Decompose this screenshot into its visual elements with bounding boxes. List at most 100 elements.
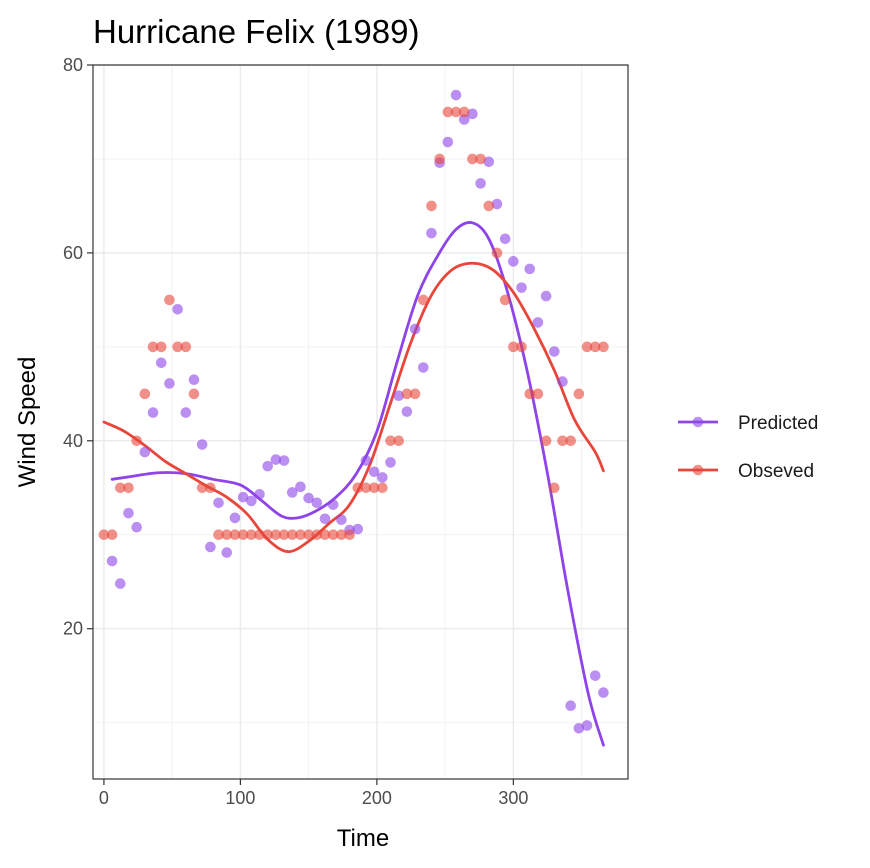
x-tick-label: 200 (362, 788, 392, 808)
point-predicted (409, 323, 421, 335)
point-predicted (221, 547, 233, 558)
legend-label-obseved: Obseved (738, 461, 814, 482)
point-obseved (352, 482, 364, 494)
point-predicted (385, 457, 396, 468)
point-predicted (254, 489, 265, 500)
point-obseved (303, 529, 314, 541)
point-predicted (508, 256, 519, 267)
point-obseved (237, 529, 249, 541)
point-obseved (516, 341, 527, 353)
point-obseved (393, 435, 405, 447)
point-predicted (483, 156, 495, 168)
point-obseved (327, 529, 339, 541)
point-obseved (139, 388, 151, 400)
point-obseved (311, 529, 323, 541)
point-obseved (164, 294, 175, 306)
point-obseved (483, 200, 495, 212)
point-predicted (336, 514, 347, 526)
point-obseved (147, 341, 159, 353)
point-obseved (368, 482, 380, 494)
point-predicted (164, 378, 175, 389)
point-predicted (458, 114, 470, 125)
point-obseved (360, 482, 372, 494)
point-predicted (573, 722, 585, 734)
point-obseved (549, 482, 560, 494)
point-obseved (565, 435, 576, 447)
point-obseved (598, 341, 609, 353)
point-obseved (401, 388, 413, 400)
point-obseved (426, 200, 437, 212)
point-predicted (286, 487, 298, 498)
x-tick-label: 300 (498, 788, 528, 808)
point-obseved (450, 106, 462, 118)
point-obseved (336, 529, 347, 541)
point-obseved (262, 529, 273, 541)
point-obseved (573, 388, 585, 400)
point-obseved (155, 341, 167, 353)
point-obseved (213, 529, 224, 541)
point-predicted (516, 282, 527, 293)
point-predicted (360, 455, 372, 466)
x-axis-title: Time (337, 825, 389, 852)
point-obseved (180, 341, 192, 353)
plot-panel-border (92, 64, 629, 780)
point-predicted (352, 523, 364, 535)
legend-marker-obseved (692, 464, 704, 476)
point-predicted (205, 541, 216, 553)
axes: 0 100 200 300 20 40 60 80 (63, 55, 528, 808)
point-obseved (508, 341, 519, 353)
point-obseved (98, 529, 110, 541)
point-obseved (532, 388, 544, 400)
point-obseved (286, 529, 298, 541)
y-tick-label: 20 (63, 619, 83, 639)
point-predicted (270, 454, 282, 465)
point-obseved (524, 388, 536, 400)
point-predicted (262, 460, 273, 472)
point-obseved (205, 482, 216, 494)
point-obseved (295, 529, 306, 541)
point-obseved (491, 247, 503, 259)
point-predicted (123, 507, 134, 519)
point-predicted (213, 497, 224, 509)
point-predicted (581, 720, 593, 731)
point-obseved (246, 529, 257, 541)
point-predicted (303, 492, 314, 504)
point-predicted (557, 376, 568, 387)
point-obseved (409, 388, 421, 400)
point-obseved (196, 482, 208, 494)
point-obseved (385, 435, 396, 447)
point-obseved (458, 106, 470, 118)
point-obseved (417, 294, 429, 306)
point-predicted (540, 290, 552, 302)
point-obseved (270, 529, 282, 541)
legend-label-predicted: Predicted (738, 413, 818, 434)
point-predicted (549, 346, 560, 357)
point-predicted (278, 455, 290, 466)
point-obseved (229, 529, 241, 541)
point-predicted (565, 700, 576, 712)
point-predicted (147, 407, 159, 418)
point-obseved (589, 341, 601, 353)
plot-background (93, 65, 628, 779)
y-axis-title: Wind Speed (14, 357, 41, 488)
point-obseved (114, 482, 126, 494)
point-predicted (524, 263, 536, 275)
point-obseved (557, 435, 568, 447)
point-obseved (131, 435, 142, 447)
y-tick-label: 60 (63, 243, 83, 263)
point-obseved (344, 529, 355, 541)
point-obseved (221, 529, 233, 541)
x-tick-label: 0 (99, 788, 109, 808)
point-obseved (434, 153, 445, 165)
point-obseved (467, 153, 478, 165)
point-predicted (196, 439, 208, 450)
point-obseved (319, 529, 331, 541)
point-predicted (442, 136, 454, 148)
point-predicted (368, 466, 380, 478)
point-obseved (442, 106, 454, 118)
point-obseved (106, 529, 118, 541)
y-tick-label: 80 (63, 55, 83, 75)
data-points (98, 89, 609, 734)
point-predicted (377, 472, 388, 483)
